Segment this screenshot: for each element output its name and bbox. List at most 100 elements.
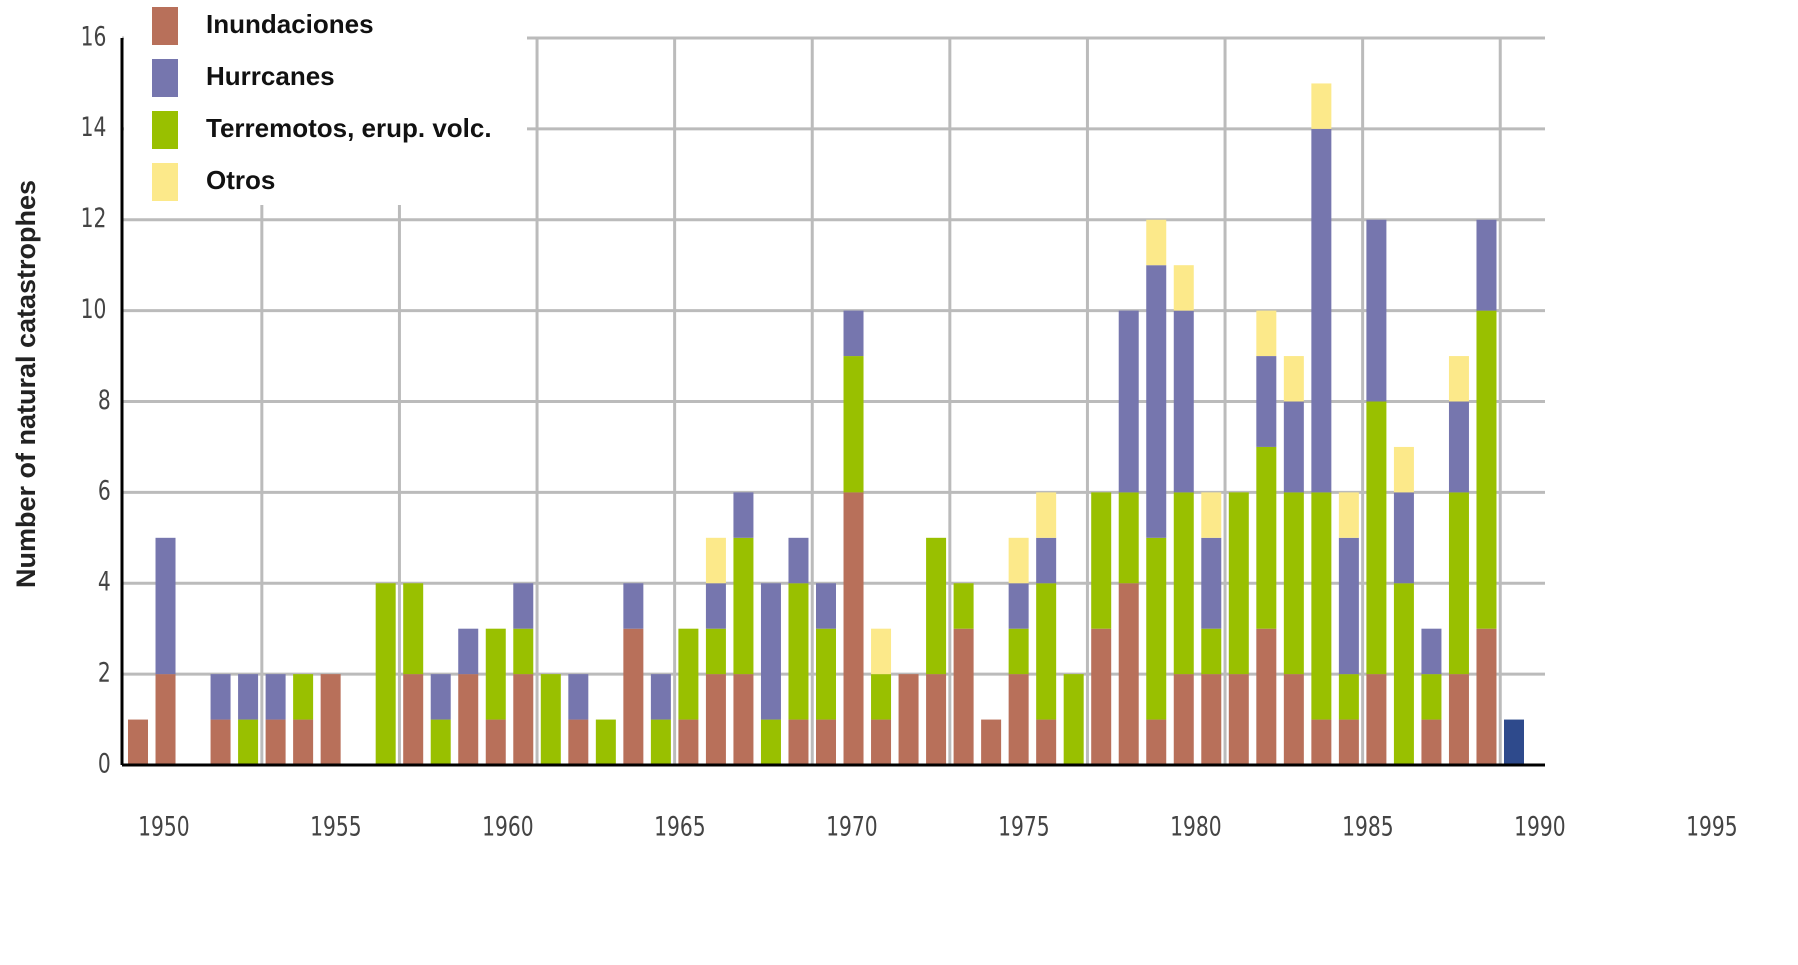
bar-segment [210, 674, 231, 720]
bar-segment [1393, 446, 1414, 493]
bar-segment [788, 583, 809, 720]
y-tick-label: 2 [98, 657, 111, 689]
bar-segment [1256, 356, 1277, 447]
bar-segment [1476, 628, 1497, 765]
y-tick-label: 8 [98, 384, 111, 416]
bar-segment [1146, 219, 1167, 266]
bar-segment [788, 537, 809, 584]
bar-segment [623, 583, 644, 629]
bar-segment [210, 719, 231, 765]
bar-segment [265, 674, 286, 720]
bar-segment [1146, 265, 1167, 538]
bar-segment [1201, 674, 1222, 765]
bar-segment [1421, 719, 1442, 765]
bar-segment [871, 719, 892, 765]
bar-segment [678, 628, 699, 720]
bar-segment [1338, 537, 1359, 675]
bar-segment [926, 537, 947, 675]
bar-segment [1008, 537, 1029, 584]
bar-segment [981, 719, 1002, 765]
bar-segment [1036, 492, 1057, 538]
bar-segment [650, 674, 671, 720]
bar-segment [953, 628, 974, 765]
bar-segment [485, 719, 506, 765]
x-tick-label: 1960 [482, 810, 534, 842]
bar-segment [1091, 492, 1112, 629]
bar-segment [760, 719, 781, 765]
y-tick-label: 0 [98, 747, 111, 779]
bar-segment [650, 719, 671, 765]
x-tick-label: 1990 [1514, 810, 1566, 842]
y-tick-label: 16 [81, 20, 107, 52]
bar-segment [513, 583, 534, 629]
bar-segment [788, 719, 809, 765]
bar-segment [843, 492, 864, 765]
bar-segment [1311, 719, 1332, 765]
bar-segment [1476, 219, 1497, 311]
x-tick-label: 1955 [310, 810, 362, 842]
bar-segment [1118, 492, 1139, 584]
bar-segment [128, 719, 148, 765]
bar-segment [1146, 719, 1167, 765]
bar-segment [1173, 265, 1194, 311]
bar-segment [1311, 128, 1332, 493]
bar-segment [871, 628, 892, 675]
bar-segment [155, 674, 176, 765]
bar-segment [1448, 492, 1469, 675]
bar-segment [705, 674, 726, 765]
bar-segment [816, 583, 836, 629]
y-tick-label: 10 [81, 293, 107, 325]
bar-segment [1036, 537, 1057, 584]
bar-segment [705, 628, 726, 675]
bar-segment [1146, 537, 1167, 720]
bar-segment [1256, 446, 1277, 629]
bar-segment [760, 583, 781, 720]
x-tick-label: 1965 [654, 810, 706, 842]
bar-segment [430, 719, 451, 765]
bar-segment [1366, 401, 1387, 675]
bar-segment [1448, 401, 1469, 493]
bar-segment [1008, 583, 1029, 629]
legend-swatch [152, 59, 178, 97]
bar-segment [1173, 674, 1194, 765]
bar-segment [1393, 583, 1414, 765]
bar-segment [458, 628, 479, 675]
bar-segment [1008, 674, 1029, 765]
bar-segment [458, 674, 479, 765]
bar-segment [1393, 492, 1414, 584]
bar-segment [705, 583, 726, 629]
bar-segment [1201, 492, 1222, 538]
x-tick-label: 1950 [138, 810, 190, 842]
bar-segment [595, 719, 616, 765]
bar-segment [1283, 401, 1304, 493]
bar-segment [238, 719, 259, 765]
bar-segment [733, 674, 754, 765]
bar-segment [953, 583, 974, 629]
bar-segment [155, 537, 176, 675]
bar-segment [1476, 310, 1497, 629]
bar-segment [1256, 310, 1277, 357]
bar-segment [1338, 492, 1359, 538]
bar-segment [513, 628, 534, 675]
bar-segment [816, 719, 836, 765]
legend-swatch [152, 7, 178, 45]
legend-label: Otros [206, 165, 275, 195]
y-tick-label: 4 [98, 566, 111, 598]
bar-segment [1311, 83, 1332, 129]
y-axis-label: Number of natural catastrophes [11, 180, 41, 588]
bar-segment [816, 628, 836, 720]
bar-segment [1366, 219, 1387, 402]
bar-segment [733, 537, 754, 675]
bar-segment [1201, 628, 1222, 675]
bar-segment [430, 674, 451, 720]
bar-segment [1118, 583, 1139, 765]
bar-segment [238, 674, 259, 720]
y-tick-label: 12 [81, 202, 107, 234]
bar-segment [1063, 674, 1084, 765]
bar-segment [1366, 674, 1387, 765]
bar-segment [1448, 356, 1469, 402]
bar-segment [1036, 583, 1057, 720]
bar-segment [1338, 719, 1359, 765]
bar-segment [1283, 356, 1304, 402]
